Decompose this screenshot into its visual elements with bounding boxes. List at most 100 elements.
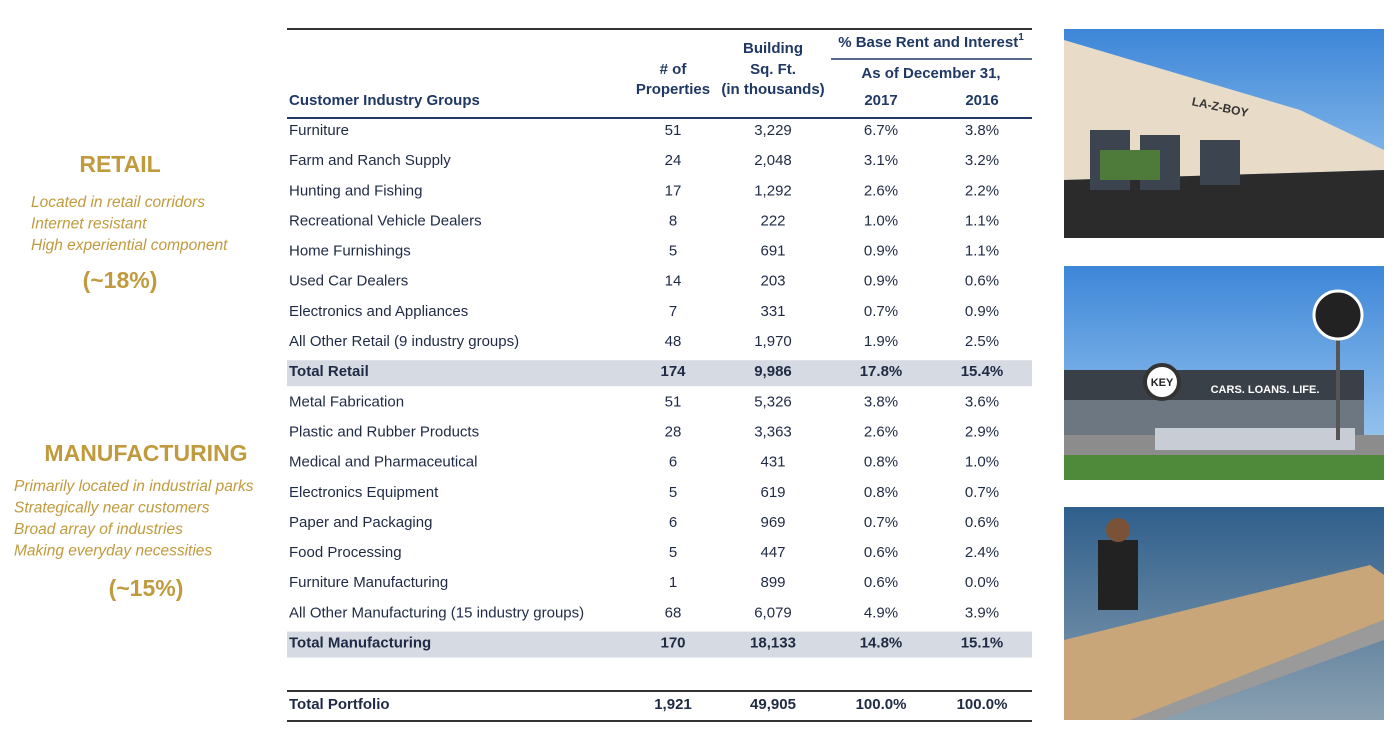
cell: 24 [665,152,682,169]
cell: 0.8% [864,454,898,471]
cell: 0.9% [965,303,999,320]
cell: 222 [760,212,785,229]
cell: 6,079 [754,604,792,621]
cell: 15.4% [961,363,1004,380]
cell: 1,970 [754,333,792,350]
cell: 969 [760,514,785,531]
cell: 2.6% [864,423,898,440]
header: Customer Industry Groups [289,92,480,109]
cell: 3,363 [754,423,792,440]
cell: 1.0% [864,212,898,229]
cell: 18,133 [750,635,796,652]
cell: 174 [660,363,686,380]
cell: 0.8% [864,484,898,501]
cell: Used Car Dealers [289,273,408,290]
section-note: Internet resistant [31,216,147,233]
cell: 28 [665,423,682,440]
cell: 7 [669,303,677,320]
total-band [287,631,1032,658]
cell: 2.6% [864,182,898,199]
section-note: Primarily located in industrial parks [14,478,254,495]
cell: 1.9% [864,333,898,350]
cell: 3.6% [965,393,999,410]
cell: 51 [665,393,682,410]
cell: 431 [760,454,785,471]
cell: Electronics Equipment [289,484,439,501]
cell: Total Manufacturing [289,635,431,652]
cell: 3.8% [965,122,999,139]
cell: 68 [665,604,682,621]
header: (in thousands) [721,81,824,98]
cell: 48 [665,333,682,350]
photo-dealer: KEY CARS. LOANS. LIFE. [1064,266,1384,480]
cell: Home Furnishings [289,243,411,260]
cell: Furniture [289,122,349,139]
cell: 0.6% [965,514,999,531]
cell: 0.9% [864,273,898,290]
cell: 1.1% [965,212,999,229]
section-title: RETAIL [79,151,160,177]
cell: Plastic and Rubber Products [289,423,479,440]
cell: 5 [669,544,677,561]
total-band [287,360,1032,387]
cell: 0.6% [864,544,898,561]
cell: Hunting and Fishing [289,182,422,199]
cell: 6 [669,454,677,471]
header: # of [660,61,688,78]
cell: 5,326 [754,393,792,410]
cell: Electronics and Appliances [289,303,468,320]
cell: 1,292 [754,182,792,199]
cell: 0.6% [965,273,999,290]
cell: 170 [660,635,685,652]
cell: 49,905 [750,696,796,713]
dealer-banner: CARS. LOANS. LIFE. [1211,384,1320,396]
cell: 17.8% [860,363,903,380]
cell: 2,048 [754,152,792,169]
cell: 5 [669,243,677,260]
cell: Medical and Pharmaceutical [289,454,477,471]
header: 2016 [965,92,998,109]
photo-factory [1064,507,1384,720]
cell: 9,986 [754,363,792,380]
dealer-sign: KEY [1151,377,1174,389]
footnote: 1 [1018,32,1024,43]
header: Sq. Ft. [750,61,796,78]
cell: Food Processing [289,544,402,561]
cell: 15.1% [961,635,1004,652]
cell: 0.9% [864,243,898,260]
cell: 1.1% [965,243,999,260]
cell: 899 [760,574,785,591]
cell: 0.7% [864,514,898,531]
cell: 14 [665,273,682,290]
cell: 6.7% [864,122,898,139]
cell: 5 [669,484,677,501]
cell: Recreational Vehicle Dealers [289,212,482,229]
cell: 2.9% [965,423,999,440]
cell: 691 [760,243,785,260]
cell: Total Retail [289,363,369,380]
section-share: (~15%) [109,575,184,601]
section-note: High experiential component [31,237,228,254]
cell: 3.9% [965,604,999,621]
section-note: Located in retail corridors [31,194,205,211]
cell: 100.0% [856,696,907,713]
cell: 3,229 [754,122,792,139]
cell: 0.7% [965,484,999,501]
cell: 2.5% [965,333,999,350]
cell: 2.4% [965,544,999,561]
section-title: MANUFACTURING [44,440,247,466]
cell: 17 [665,182,682,199]
header: 2017 [864,92,897,109]
cell: 1,921 [654,696,692,713]
cell: 100.0% [957,696,1008,713]
cell: 203 [760,273,785,290]
cell: Metal Fabrication [289,393,404,410]
section-note: Strategically near customers [14,500,210,517]
cell: All Other Manufacturing (15 industry gro… [289,604,584,621]
cell: 0.7% [864,303,898,320]
cell: 4.9% [864,604,898,621]
header: Building [743,40,803,57]
cell: All Other Retail (9 industry groups) [289,333,519,350]
cell: 447 [760,544,785,561]
